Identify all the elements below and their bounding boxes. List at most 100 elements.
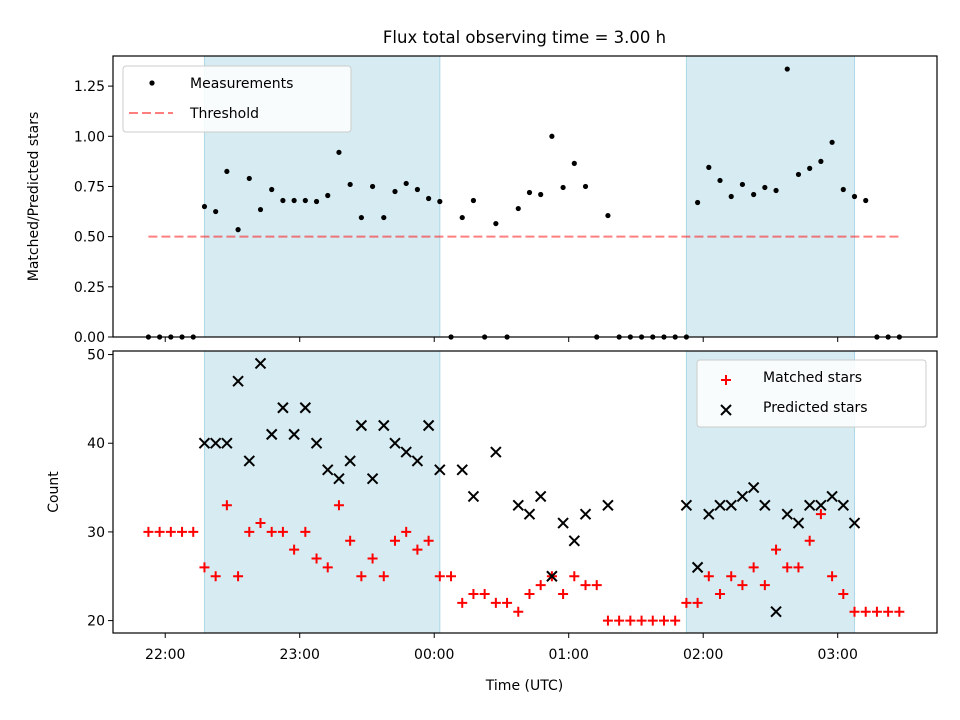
counts-panel: 20 30 40 50 22:00 23:00 00:00 01:00 02:00 03:00 Co… xyxy=(46,348,938,663)
data-point xyxy=(366,472,379,485)
data-point xyxy=(333,500,344,511)
y-tick-label: 0.75 xyxy=(74,179,105,195)
data-point xyxy=(422,419,435,432)
data-point xyxy=(344,455,356,467)
data-point xyxy=(515,205,521,212)
data-point xyxy=(165,526,176,537)
data-point xyxy=(771,544,782,555)
data-point xyxy=(378,571,389,582)
data-point xyxy=(502,597,513,608)
legend-label: Threshold xyxy=(189,106,259,122)
data-point xyxy=(695,199,701,206)
y-tick-label: 20 xyxy=(87,614,105,630)
data-point xyxy=(883,606,894,617)
x-tick-label: 03:00 xyxy=(818,647,858,663)
data-point xyxy=(728,193,734,200)
data-point xyxy=(313,198,320,205)
legend: Matched stars Predicted stars xyxy=(696,359,927,428)
data-point xyxy=(792,517,805,529)
data-point xyxy=(759,499,771,512)
data-point xyxy=(257,206,264,213)
data-point xyxy=(201,203,208,210)
x-tick-label: 01:00 xyxy=(549,647,589,663)
y-axis-label: Matched/Predicted stars xyxy=(26,112,42,282)
data-point xyxy=(367,553,378,564)
data-point xyxy=(605,212,611,219)
data-point xyxy=(691,561,704,574)
data-point xyxy=(389,535,400,546)
data-point xyxy=(569,571,580,582)
data-point xyxy=(535,580,546,591)
data-point xyxy=(188,526,199,537)
data-point xyxy=(773,187,779,194)
data-point xyxy=(381,214,387,221)
data-point xyxy=(795,171,802,178)
data-point xyxy=(591,580,602,591)
data-point xyxy=(269,186,275,193)
data-point xyxy=(299,402,312,414)
data-point xyxy=(224,168,230,175)
observing-window-band xyxy=(686,56,855,337)
data-point xyxy=(254,357,267,370)
data-point xyxy=(818,158,824,164)
x-tick-label: 00:00 xyxy=(414,647,454,663)
data-point xyxy=(571,160,577,166)
data-point xyxy=(277,402,289,414)
data-point xyxy=(715,588,726,599)
data-point xyxy=(739,181,746,188)
y-tick-label: 30 xyxy=(87,525,105,541)
data-point xyxy=(493,220,499,227)
data-point xyxy=(403,180,409,187)
data-point xyxy=(557,517,569,529)
data-point xyxy=(524,588,535,599)
data-point xyxy=(143,526,154,537)
y-tick-label: 0.25 xyxy=(74,280,105,296)
data-point xyxy=(568,535,581,547)
data-point xyxy=(804,535,815,546)
data-point xyxy=(725,499,737,512)
y-tick-label: 1.00 xyxy=(74,129,105,145)
data-point xyxy=(300,526,311,537)
data-point xyxy=(717,177,723,184)
legend-label: Measurements xyxy=(190,76,293,92)
data-point xyxy=(333,472,345,485)
data-point xyxy=(647,615,658,626)
data-point xyxy=(714,499,726,512)
data-point xyxy=(692,597,703,608)
legend-box xyxy=(696,359,927,428)
data-point xyxy=(470,197,477,204)
ratio-panel: 0.00 0.25 0.50 0.75 1.00 1.25 Matched/Predicte… xyxy=(26,55,938,346)
data-point xyxy=(459,214,465,221)
data-point xyxy=(636,615,647,626)
data-point xyxy=(412,544,423,555)
data-point xyxy=(737,580,748,591)
data-point xyxy=(356,571,367,582)
data-point xyxy=(826,490,838,503)
data-point xyxy=(736,490,749,503)
data-point xyxy=(827,571,838,582)
data-point xyxy=(602,615,613,626)
data-point xyxy=(198,437,211,449)
data-point xyxy=(625,615,636,626)
data-point xyxy=(456,464,468,476)
data-point xyxy=(479,588,490,599)
data-point xyxy=(467,490,480,503)
data-point xyxy=(378,419,390,432)
data-point xyxy=(523,508,536,520)
data-point xyxy=(233,571,244,582)
y-tick-label: 0.00 xyxy=(74,330,105,346)
data-point xyxy=(325,192,331,199)
data-point xyxy=(490,446,502,458)
data-point xyxy=(829,139,835,145)
x-tick-label: 22:00 xyxy=(145,647,185,663)
data-point xyxy=(414,186,421,193)
y-tick-label: 1.25 xyxy=(74,79,105,95)
data-point xyxy=(255,518,266,529)
data-point xyxy=(793,562,804,573)
data-point xyxy=(582,183,589,190)
data-point xyxy=(221,500,232,511)
data-point xyxy=(210,571,221,582)
data-point xyxy=(265,428,278,441)
plot-frame xyxy=(112,55,938,338)
